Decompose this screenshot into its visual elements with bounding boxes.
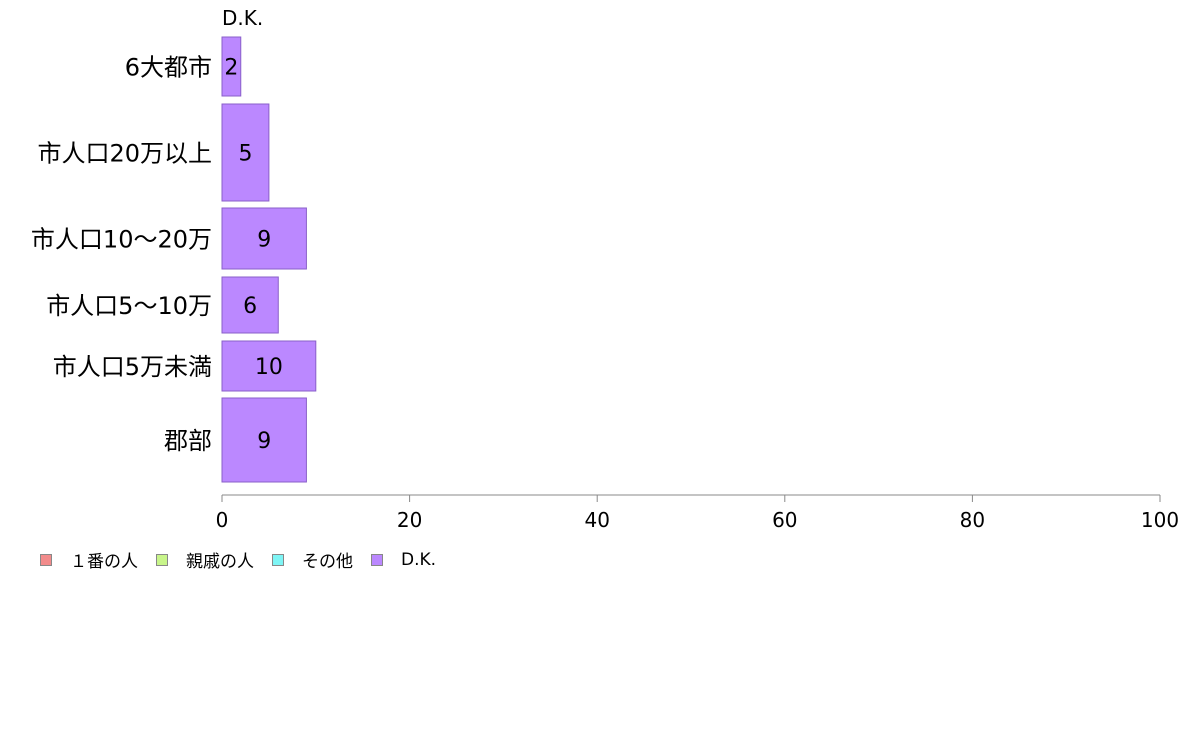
legend-swatch [40, 553, 52, 566]
legend-item: 親戚の人 [156, 547, 254, 572]
x-tick-label: 40 [584, 508, 609, 532]
category-label: 市人口10〜20万 [31, 226, 212, 254]
category-label: 市人口5万未満 [53, 353, 212, 381]
legend-label: D.K. [401, 549, 437, 570]
bar-value-label: 9 [257, 429, 271, 454]
category-label: 市人口5〜10万 [46, 292, 212, 320]
legend-item: D.K. [371, 550, 436, 570]
legend-swatch [272, 553, 284, 566]
x-tick-label: 20 [397, 508, 422, 532]
bar-value-label: 9 [257, 228, 271, 253]
x-tick-label: 80 [960, 508, 985, 532]
series-top-label: D.K. [222, 6, 263, 30]
legend-item: その他 [272, 547, 353, 572]
category-label: 6大都市 [125, 54, 212, 82]
bar [221, 207, 307, 270]
legend-item: １番の人 [40, 547, 138, 572]
x-axis: 0 20 40 60 80 100 [216, 494, 1179, 532]
legend: １番の人 親戚の人 その他 D.K. [40, 547, 454, 572]
bar-value-label: 5 [238, 142, 252, 167]
bar [221, 340, 317, 392]
bar [221, 36, 242, 97]
bar [221, 103, 270, 202]
legend-label: 親戚の人 [186, 552, 254, 572]
x-tick-label: 60 [772, 508, 797, 532]
bar-value-label: 10 [255, 355, 283, 380]
legend-swatch [371, 553, 383, 566]
bar-value-label: 2 [224, 56, 238, 81]
bars-group: 2 5 9 6 10 9 [221, 36, 317, 483]
x-tick-label: 0 [216, 508, 229, 532]
bar [221, 276, 279, 334]
legend-label: １番の人 [70, 552, 138, 572]
category-label: 郡部 [164, 427, 212, 455]
category-label: 市人口20万以上 [37, 140, 212, 168]
legend-swatch [156, 553, 168, 566]
x-tick-label: 100 [1141, 508, 1179, 532]
bar [221, 397, 307, 483]
bar-value-label: 6 [243, 294, 257, 319]
legend-label: その他 [302, 552, 353, 572]
